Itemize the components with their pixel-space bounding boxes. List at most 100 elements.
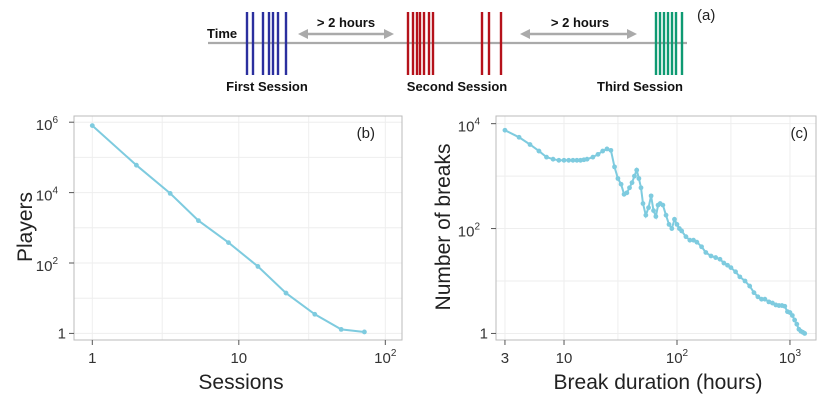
data-point [624, 190, 630, 196]
data-point [728, 265, 734, 271]
data-point [640, 201, 646, 206]
data-point [733, 269, 738, 275]
data-point [608, 147, 614, 153]
data-point [669, 226, 675, 231]
data-point [167, 190, 173, 196]
data-point [516, 134, 522, 140]
data-point [717, 256, 723, 262]
x-tick-label: 10 [230, 350, 247, 367]
data-point [646, 205, 651, 211]
data-point [794, 321, 800, 327]
data-point [634, 167, 640, 173]
data-point [643, 212, 649, 218]
grid [74, 116, 402, 340]
data-point [789, 313, 795, 318]
y-tick-label: 102 [458, 222, 481, 241]
data-point [755, 294, 761, 300]
data-point [312, 311, 318, 317]
data-point [89, 123, 95, 129]
y-axis-label-number-of-breaks: Number of breaks [432, 144, 455, 311]
second-session-label: Second Session [407, 79, 507, 94]
plot-frame [73, 115, 403, 341]
x-axis-label-break-duration: Break duration (hours) [554, 371, 763, 394]
data-point [663, 212, 669, 218]
data-point [570, 157, 576, 163]
data-point [283, 290, 289, 296]
data-point [683, 234, 689, 240]
x-tick-label: 102 [666, 348, 689, 367]
data-point [762, 296, 768, 302]
data-point [196, 218, 201, 224]
gap-label-1: > 2 hours [317, 15, 375, 30]
data-point [627, 185, 632, 191]
data-point [636, 176, 642, 181]
data-point [556, 157, 562, 163]
first-session-label: First Session [226, 79, 308, 94]
data-point [632, 173, 637, 179]
x-tick-label: 10 [556, 350, 573, 367]
data-point [679, 228, 685, 234]
players-vs-sessions-chart: Sessions Players (b) 1 10 102 1 102 104 106 [14, 115, 403, 394]
data-point [737, 274, 743, 280]
data-point [612, 164, 617, 170]
data-point [674, 222, 680, 227]
x-tick-label: 102 [374, 348, 397, 367]
time-label: Time [207, 26, 237, 41]
data-point [766, 299, 772, 305]
data-point [687, 237, 693, 243]
session-timeline-diagram: Time > 2 hours > 2 hours First Session S… [207, 7, 715, 94]
y-tick-label: 106 [36, 115, 59, 134]
data-point [338, 327, 344, 332]
data-point [590, 154, 596, 160]
data-point [747, 283, 753, 289]
breaks-vs-duration-chart: Break duration (hours) Number of breaks … [432, 115, 817, 394]
data-point [660, 202, 666, 208]
panel-label-b: (b) [357, 125, 375, 142]
x-axis-label-sessions: Sessions [198, 371, 283, 394]
data-point [751, 290, 757, 296]
data-point [255, 264, 261, 269]
second-session-activity-marks [406, 12, 503, 75]
gap-arrow-1 [298, 29, 394, 39]
data-point [713, 255, 719, 260]
y-tick-label: 1 [58, 325, 66, 342]
data-point [600, 148, 606, 154]
data-point [618, 181, 624, 187]
y-tick-label: 1 [480, 325, 488, 342]
data-point [782, 303, 788, 309]
data-point [629, 180, 635, 186]
arrowhead-right-icon [627, 29, 637, 39]
data-point [699, 244, 704, 250]
data-point [584, 156, 590, 162]
third-session-activity-marks [654, 12, 684, 75]
data-point [648, 193, 654, 199]
grid [496, 116, 816, 340]
data-point [792, 317, 798, 323]
data-point [672, 216, 677, 222]
first-session-activity-marks [245, 12, 288, 75]
data-point [566, 157, 572, 163]
series-line-1 [91, 124, 365, 333]
data-point [550, 156, 556, 162]
arrowhead-right-icon [384, 29, 394, 39]
data-point [595, 151, 601, 157]
data-point [544, 154, 549, 160]
data-point [708, 253, 714, 259]
data-point [759, 296, 764, 302]
x-tick-label: 1 [88, 350, 96, 367]
data-point [703, 250, 709, 255]
third-session-label: Third Session [597, 79, 683, 94]
y-tick-label: 102 [36, 256, 59, 275]
data-point [574, 157, 580, 163]
data-point [527, 142, 533, 147]
data-point [536, 148, 542, 154]
data-point [694, 239, 700, 245]
x-tick-label: 3 [501, 350, 509, 367]
data-point [362, 329, 367, 335]
data-point [742, 278, 748, 284]
arrowhead-left-icon [520, 29, 530, 39]
data-point [666, 222, 672, 227]
series-line-1 [504, 129, 806, 335]
arrowhead-left-icon [298, 29, 308, 39]
